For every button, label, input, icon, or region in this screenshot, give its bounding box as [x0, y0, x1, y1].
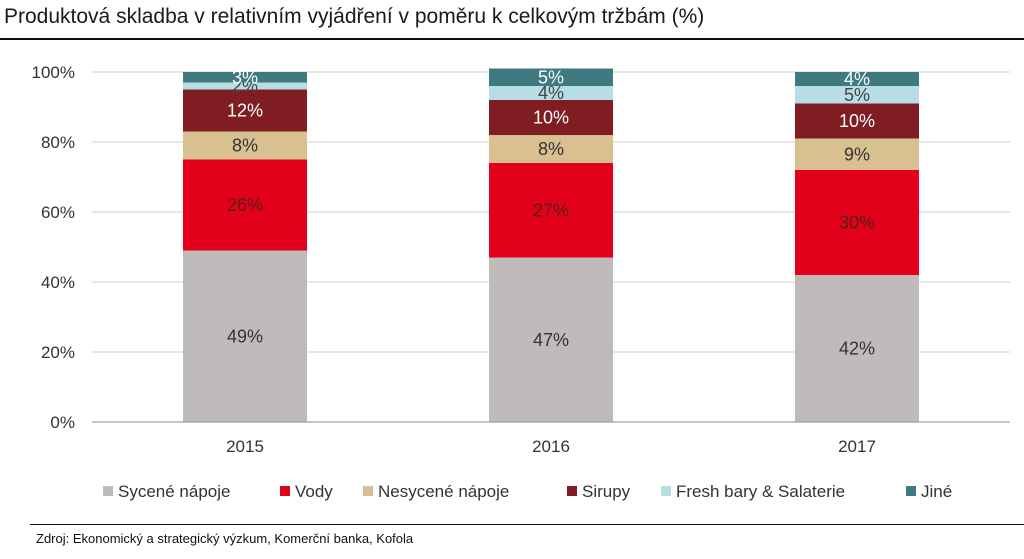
bar-segment	[183, 82, 307, 90]
bar-segment	[489, 135, 613, 163]
legend-swatch	[567, 486, 577, 496]
bar-segment	[795, 86, 919, 104]
data-label: 26%	[227, 195, 263, 215]
data-label: 9%	[844, 144, 870, 164]
legend-swatch	[103, 486, 113, 496]
bar-segment	[795, 138, 919, 170]
stacked-bar-chart: 49%26%8%12%2%3%47%27%8%10%4%5%42%30%9%10…	[32, 63, 1010, 501]
title-rule	[0, 38, 1024, 40]
legend-swatch	[906, 486, 916, 496]
data-label: 30%	[839, 213, 875, 233]
y-tick-label: 80%	[41, 133, 75, 152]
data-label: 49%	[227, 326, 263, 346]
legend-label: Vody	[295, 482, 333, 501]
bar-segment	[489, 68, 613, 86]
data-label: 8%	[538, 139, 564, 159]
legend: Sycené nápoje Vody Nesycené nápoje Sirupy Fr…	[103, 482, 952, 501]
y-tick-label: 40%	[41, 273, 75, 292]
chart-title: Produktová skladba v relativním vyjádřen…	[4, 5, 705, 28]
legend-label: Sycené nápoje	[118, 482, 230, 501]
y-tick-label: 0%	[50, 413, 75, 432]
legend-label: Nesycené nápoje	[378, 482, 509, 501]
x-tick-label: 2017	[838, 437, 876, 456]
bar-segment	[489, 163, 613, 258]
bar-segment	[795, 170, 919, 275]
bar-segment	[489, 257, 613, 422]
x-tick-label: 2015	[226, 437, 264, 456]
source-rule	[30, 524, 1024, 525]
bars: 49%26%8%12%2%3%47%27%8%10%4%5%42%30%9%10…	[183, 67, 919, 422]
data-label: 8%	[232, 136, 258, 156]
legend-label: Jiné	[921, 482, 952, 501]
bar-segment	[183, 72, 307, 83]
legend-label: Sirupy	[582, 482, 631, 501]
y-tick-label: 100%	[32, 63, 75, 82]
data-label: 10%	[533, 108, 569, 128]
bar-segment	[489, 86, 613, 100]
data-label: 47%	[533, 330, 569, 350]
data-label: 12%	[227, 101, 263, 121]
data-label: 5%	[538, 67, 564, 87]
data-label: 4%	[538, 83, 564, 103]
bar-segment	[183, 131, 307, 160]
data-label: 5%	[844, 85, 870, 105]
legend-swatch	[661, 486, 671, 496]
y-tick-label: 60%	[41, 203, 75, 222]
axes: 0% 20% 40% 60% 80% 100% 2015 2016 2017	[32, 63, 1010, 456]
bar-segment	[795, 72, 919, 86]
bar-segment	[183, 159, 307, 251]
y-tick-label: 20%	[41, 343, 75, 362]
data-label: 3%	[232, 67, 258, 87]
x-tick-label: 2016	[532, 437, 570, 456]
bar-segment	[795, 275, 919, 422]
legend-label: Fresh bary & Salaterie	[676, 482, 845, 501]
source-note: Zdroj: Ekonomický a strategický výzkum, …	[36, 531, 414, 546]
data-label: 27%	[533, 200, 569, 220]
legend-swatch	[280, 486, 290, 496]
data-label: 4%	[844, 69, 870, 89]
legend-swatch	[363, 486, 373, 496]
bar-segment	[183, 250, 307, 422]
bar-segment	[489, 100, 613, 135]
bar-segment	[795, 103, 919, 139]
data-label: 42%	[839, 339, 875, 359]
data-label: 10%	[839, 111, 875, 131]
bar-segment	[183, 89, 307, 132]
